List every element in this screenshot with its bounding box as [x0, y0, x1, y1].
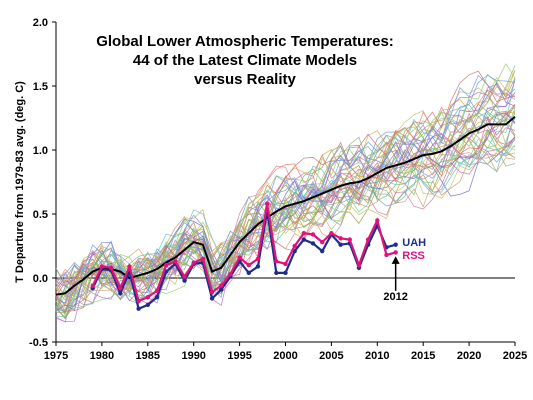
chart-title: Global Lower Atmospheric Temperatures: 4… — [80, 32, 410, 89]
point-rss — [329, 231, 334, 236]
point-rss — [145, 295, 150, 300]
annotation-2012: 2012 — [383, 291, 407, 303]
point-uah — [320, 248, 325, 254]
point-uah — [219, 287, 224, 292]
x-tick-label: 1995 — [227, 350, 251, 362]
point-rss — [209, 289, 215, 295]
point-uah — [301, 237, 307, 242]
x-tick-label: 1985 — [136, 350, 160, 362]
point-rss — [173, 259, 178, 264]
point-rss — [320, 239, 325, 245]
model-run-line — [55, 97, 516, 295]
y-tick-label: 1.0 — [33, 145, 48, 157]
model-run-line — [55, 89, 516, 289]
point-rss — [301, 231, 307, 236]
point-rss — [264, 201, 270, 206]
annotation-uah: UAH — [402, 237, 426, 249]
model-run-line — [55, 70, 516, 312]
point-rss — [283, 261, 288, 267]
title-line-3: versus Reality — [194, 71, 296, 88]
point-uah — [209, 296, 215, 301]
point-uah — [118, 291, 123, 296]
point-rss — [274, 259, 279, 264]
y-tick-label: -0.5 — [29, 337, 48, 349]
x-tick-label: 2000 — [273, 350, 297, 362]
point-rss — [127, 264, 132, 269]
y-tick-label: 0.5 — [33, 209, 48, 221]
point-rss — [182, 274, 187, 279]
model-run-line — [55, 152, 516, 311]
point-rss — [136, 298, 141, 304]
point-rss — [228, 271, 233, 277]
y-tick-label: 0.0 — [33, 273, 48, 285]
point-rss — [108, 265, 114, 270]
model-run-line — [55, 69, 516, 318]
annotation-rss: RSS — [402, 250, 425, 262]
x-tick-label: 2005 — [319, 350, 343, 362]
point-uah — [274, 270, 279, 276]
point-rss — [99, 264, 105, 269]
point-rss — [154, 288, 160, 293]
x-tick-label: 2015 — [411, 350, 435, 362]
x-tick-label: 2010 — [365, 350, 389, 362]
point-uah — [246, 270, 251, 276]
series-line-uah — [91, 209, 396, 311]
point-rss — [384, 252, 389, 258]
point-rss — [310, 232, 316, 237]
point-uah — [136, 306, 141, 311]
point-rss — [90, 283, 95, 288]
point-uah — [182, 278, 187, 283]
x-tick-label: 2020 — [457, 350, 481, 362]
point-rss — [200, 256, 206, 261]
x-tick-label: 1980 — [90, 350, 114, 362]
arrow-2012-head — [391, 256, 400, 264]
point-uah — [283, 270, 288, 276]
model-run-line — [55, 84, 516, 320]
point-rss — [375, 218, 380, 223]
point-uah — [310, 241, 316, 246]
point-rss — [246, 263, 251, 268]
point-uah — [393, 242, 398, 247]
point-rss — [338, 236, 343, 241]
model-run-line — [55, 63, 516, 297]
point-uah — [145, 302, 150, 308]
title-line-1: Global Lower Atmospheric Temperatures: — [96, 33, 394, 50]
y-tick-label: 2.0 — [33, 17, 48, 29]
point-rss — [191, 260, 196, 265]
point-rss — [356, 263, 362, 268]
series-line-rss — [91, 203, 396, 303]
point-rss — [292, 243, 297, 249]
point-uah — [255, 264, 261, 269]
y-axis-label: T Departure from 1979-83 avg. (deg. C) — [14, 81, 26, 283]
point-rss — [237, 255, 242, 260]
model-run-line — [55, 74, 516, 304]
model-run-line — [55, 111, 516, 301]
model-run-line — [55, 138, 516, 311]
point-rss — [347, 237, 352, 242]
point-rss — [365, 237, 371, 242]
point-rss — [219, 283, 224, 288]
point-rss — [163, 263, 169, 268]
point-rss — [255, 256, 261, 261]
point-rss — [118, 286, 123, 291]
point-rss — [393, 250, 398, 255]
x-tick-label: 1990 — [181, 350, 205, 362]
point-uah — [154, 295, 160, 300]
y-tick-label: 1.5 — [33, 81, 48, 93]
point-uah — [338, 242, 343, 247]
title-line-2: 44 of the Latest Climate Models — [132, 52, 358, 69]
x-tick-label: 2025 — [503, 350, 527, 362]
model-run-line — [55, 132, 516, 286]
x-tick-label: 1975 — [44, 350, 68, 362]
